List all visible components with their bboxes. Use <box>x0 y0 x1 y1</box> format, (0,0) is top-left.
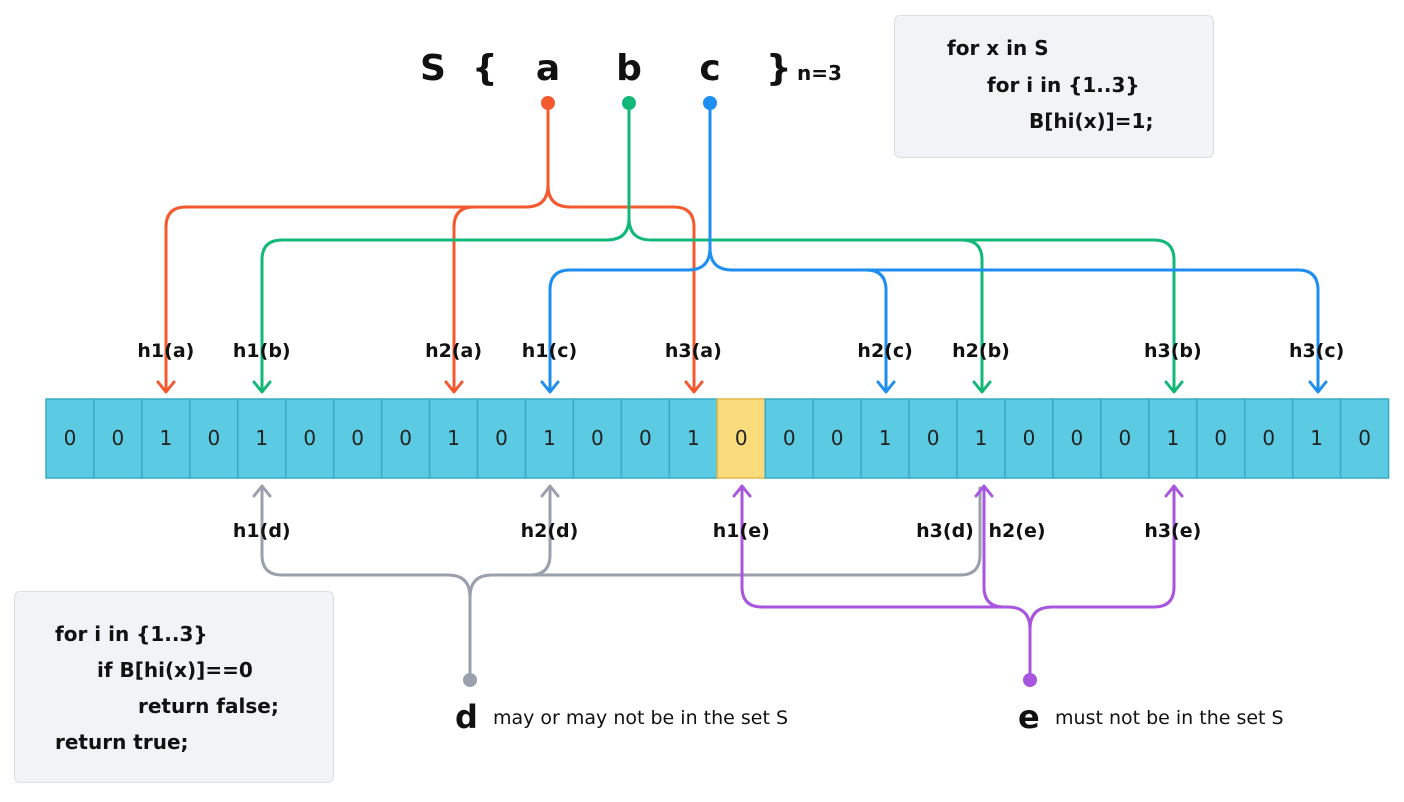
code-line: for i in {1..3} <box>987 73 1140 97</box>
bit-value: 1 <box>1310 426 1323 450</box>
top-hash-labels: h1(a) h1(b) h2(a) h1(c) h3(a) h2(c) h2(b) h3(b)… <box>137 340 1344 362</box>
hash-label-a: h1(a) <box>137 340 194 362</box>
hash-label-e: h3(e) <box>1144 520 1201 542</box>
bit-cell <box>93 398 143 479</box>
bit-cell <box>908 398 958 479</box>
query-e-description: must not be in the set S <box>1055 707 1284 729</box>
bit-cell <box>332 398 383 479</box>
bit-value: 0 <box>735 426 748 450</box>
set-size-label: n=3 <box>797 61 842 85</box>
bit-value: 0 <box>207 426 220 450</box>
bit-value: 0 <box>64 426 77 450</box>
bit-cell <box>237 398 287 479</box>
code-line: for i in {1..3} <box>55 622 208 646</box>
set-element-b: b <box>616 48 642 89</box>
bit-value: 1 <box>687 426 700 450</box>
bit-value: 0 <box>831 426 844 450</box>
hash-label-a: h3(a) <box>665 340 722 362</box>
bit-cell <box>860 398 910 479</box>
code-line: if B[hi(x)]==0 <box>97 658 253 682</box>
hash-label-d: h1(d) <box>233 520 291 542</box>
hash-label-a: h2(a) <box>425 340 482 362</box>
bit-value: 0 <box>1262 426 1275 450</box>
bit-value: 0 <box>927 426 940 450</box>
set-element-a: a <box>536 48 560 89</box>
bit-cell <box>716 398 766 479</box>
bit-array: 0 0 1 0 1 0 0 0 1 0 1 0 0 1 0 0 0 1 0 1 0 0 0 1 0 0 1 0 <box>45 398 1390 479</box>
bit-cell <box>572 398 623 479</box>
bit-value: 1 <box>975 426 988 450</box>
connectors-e <box>732 484 1184 678</box>
bit-cell <box>1244 398 1294 479</box>
hash-label-d: h2(d) <box>521 520 579 542</box>
dot-d <box>463 673 477 687</box>
hash-label-b: h1(b) <box>233 340 291 362</box>
hash-label-e: h2(e) <box>989 520 1046 542</box>
code-line: for x in S <box>947 36 1049 60</box>
set-close-brace: } <box>766 48 792 89</box>
bit-cell <box>285 398 335 479</box>
connectors-b <box>252 101 1184 394</box>
hash-label-c: h3(c) <box>1289 340 1344 362</box>
bit-value: 0 <box>783 426 796 450</box>
bit-value: 1 <box>1166 426 1179 450</box>
set-element-c: c <box>699 48 720 89</box>
query-d-description: may or may not be in the set S <box>493 707 788 729</box>
bit-cell <box>189 398 239 479</box>
bit-value: 0 <box>639 426 652 450</box>
query-e-name: e <box>1018 698 1040 736</box>
bit-cell <box>428 398 479 479</box>
dot-e <box>1023 673 1037 687</box>
bottom-hash-labels: h1(d) h2(d) h1(e) h3(d) h2(e) h3(e) <box>233 520 1201 542</box>
bit-value: 0 <box>1071 426 1084 450</box>
bit-value: 1 <box>255 426 268 450</box>
hash-label-b: h2(b) <box>952 340 1010 362</box>
bit-cell <box>956 398 1006 479</box>
code-line: return false; <box>138 694 279 718</box>
connectors-c <box>540 101 1328 394</box>
connectors-d <box>252 484 982 678</box>
query-d-name: d <box>455 698 478 736</box>
bit-value: 0 <box>1214 426 1227 450</box>
bit-value: 1 <box>447 426 460 450</box>
code-line: return true; <box>55 730 189 754</box>
bit-cell <box>1339 398 1390 479</box>
bit-value: 0 <box>495 426 508 450</box>
hash-label-d: h3(d) <box>916 520 974 542</box>
bit-value: 0 <box>591 426 604 450</box>
bit-cell <box>1196 398 1246 479</box>
bit-cell <box>45 398 95 479</box>
bit-value: 1 <box>160 426 173 450</box>
bit-value: 0 <box>1119 426 1132 450</box>
code-line: B[hi(x)]=1; <box>1029 109 1154 133</box>
bit-cell <box>1052 398 1102 479</box>
insert-code-box: for x in S for i in {1..3} B[hi(x)]=1; <box>894 15 1214 158</box>
hash-label-c: h1(c) <box>522 340 577 362</box>
set-name: S <box>420 48 446 89</box>
bit-value: 0 <box>303 426 316 450</box>
bit-value: 0 <box>1358 426 1371 450</box>
set-open-brace: { <box>472 48 498 89</box>
bit-cell <box>1004 398 1054 479</box>
query-code-box: for i in {1..3} if B[hi(x)]==0 return fa… <box>14 591 334 783</box>
bit-cell <box>141 398 191 479</box>
hash-label-c: h2(c) <box>857 340 912 362</box>
hash-label-b: h3(b) <box>1144 340 1202 362</box>
bit-value: 1 <box>879 426 892 450</box>
connectors-a <box>156 101 704 394</box>
bit-value: 0 <box>112 426 125 450</box>
bit-value: 1 <box>543 426 556 450</box>
bit-value: 0 <box>1023 426 1036 450</box>
bit-cell <box>524 398 575 479</box>
bit-value: 0 <box>399 426 412 450</box>
bit-cell <box>1148 398 1198 479</box>
bit-value: 0 <box>351 426 364 450</box>
hash-label-e: h1(e) <box>713 520 770 542</box>
bit-cell <box>620 398 671 479</box>
